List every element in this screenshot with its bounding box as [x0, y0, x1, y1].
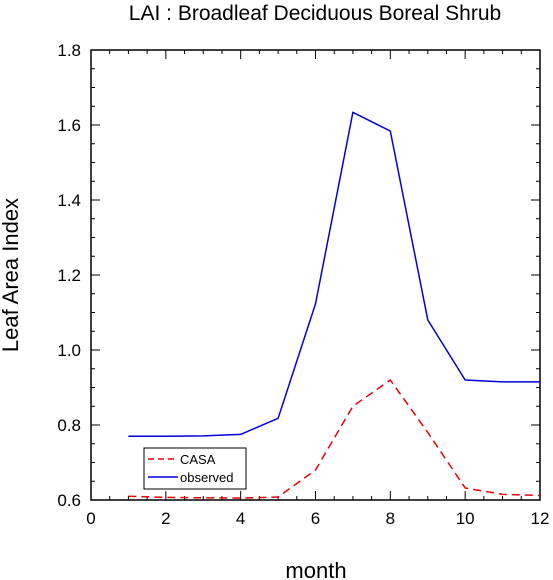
y-tick-label: 1.2	[57, 266, 81, 285]
y-tick-label: 0.8	[57, 416, 81, 435]
y-tick-label: 1.0	[57, 341, 81, 360]
x-tick-label: 8	[386, 509, 395, 528]
legend: CASA observed	[143, 447, 247, 490]
y-tick-label: 1.6	[57, 116, 81, 135]
series-group	[128, 111, 541, 499]
plot-frame	[90, 49, 541, 501]
axes: 0 2 4 6 8 10 12 0.6 0.8 1.0 1.2 1.4 1.6 1.8	[57, 41, 549, 528]
legend-box	[143, 447, 247, 490]
series-line-observed	[128, 111, 540, 438]
legend-label-casa: CASA	[180, 452, 216, 467]
y-axis-label: Leaf Area Index	[0, 198, 23, 352]
y-tick-label: 1.8	[57, 41, 81, 60]
x-tick-label: 10	[456, 509, 475, 528]
x-tick-label: 6	[311, 509, 320, 528]
x-tick-label: 12	[531, 509, 550, 528]
x-tick-label: 0	[86, 509, 95, 528]
series-line-casa	[128, 379, 541, 499]
legend-label-observed: observed	[180, 470, 233, 485]
x-tick-label: 2	[161, 509, 170, 528]
x-tick-label: 4	[236, 509, 245, 528]
x-axis-label: month	[285, 558, 346, 580]
y-tick-label: 0.6	[57, 491, 81, 510]
y-tick-label: 1.4	[57, 191, 81, 210]
chart-title: LAI : Broadleaf Deciduous Boreal Shrub	[129, 2, 501, 25]
